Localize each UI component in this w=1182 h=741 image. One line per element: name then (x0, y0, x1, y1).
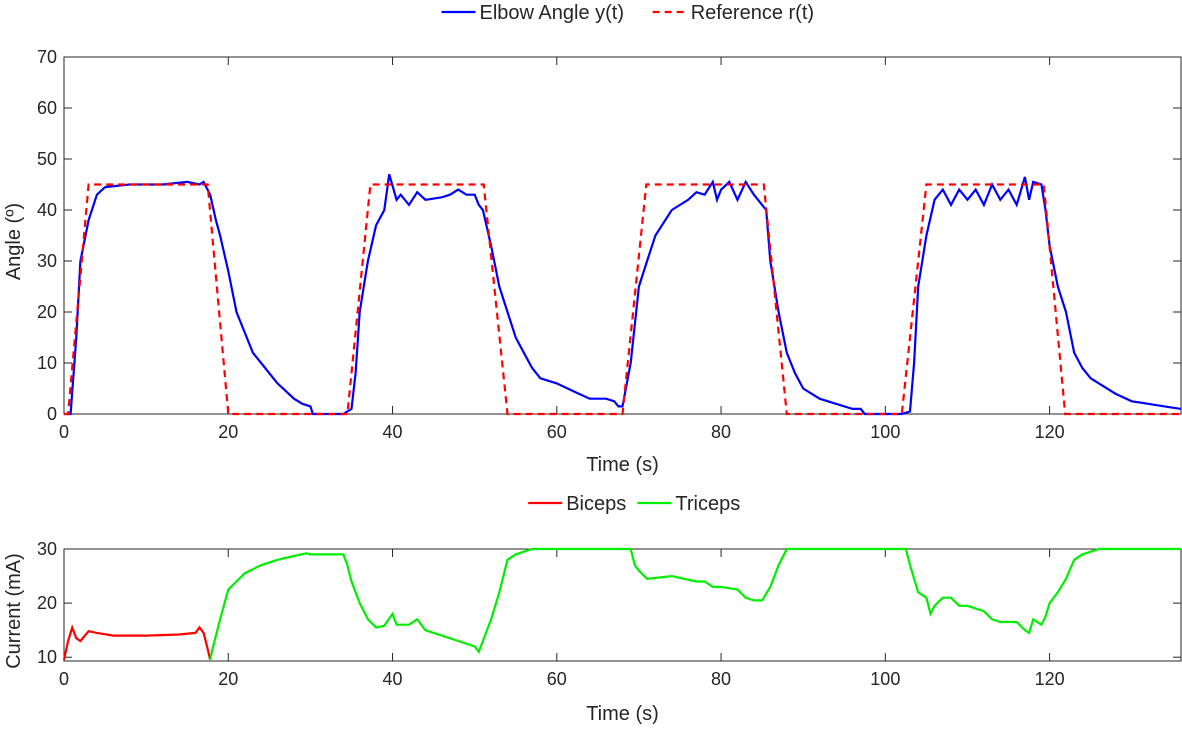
x-tick-label: 120 (1035, 669, 1065, 689)
y-tick-label: 30 (37, 251, 57, 271)
data-line (209, 547, 1181, 661)
x-tick-label: 100 (870, 422, 900, 442)
legend-label: Reference r(t) (691, 2, 814, 24)
y-tick-label: 10 (37, 647, 57, 667)
x-tick-label: 20 (218, 669, 238, 689)
x-tick-label: 60 (547, 422, 567, 442)
x-tick-label: 40 (383, 669, 403, 689)
x-tick-label: 60 (547, 669, 567, 689)
y-tick-label: 30 (37, 539, 57, 559)
x-tick-label: 40 (383, 422, 403, 442)
x-tick-label: 80 (711, 422, 731, 442)
x-tick-label: 80 (711, 669, 731, 689)
y-tick-label: 70 (37, 47, 57, 67)
y-tick-label: 20 (37, 593, 57, 613)
y-tick-label: 10 (37, 353, 57, 373)
data-line (64, 173, 1182, 416)
legend-label: Elbow Angle y(t) (480, 2, 625, 24)
x-axis-label: Time (s) (586, 454, 659, 476)
plot-area (63, 548, 1182, 662)
y-tick-label: 0 (47, 404, 57, 424)
legend-label: Biceps (566, 493, 626, 515)
data-line (62, 624, 212, 661)
y-axis-label: Angle (º) (3, 203, 25, 280)
x-tick-label: 20 (218, 422, 238, 442)
x-tick-label: 100 (870, 669, 900, 689)
y-tick-label: 50 (37, 149, 57, 169)
x-tick-label: 0 (59, 669, 69, 689)
y-axis-label: Current (mA) (3, 553, 25, 669)
plot-area (63, 56, 1182, 415)
x-tick-label: 120 (1035, 422, 1065, 442)
data-line (64, 183, 1181, 416)
x-axis-label: Time (s) (586, 703, 659, 725)
y-tick-label: 20 (37, 302, 57, 322)
y-tick-label: 60 (37, 98, 57, 118)
x-tick-label: 0 (59, 422, 69, 442)
legend-label: Triceps (675, 493, 740, 515)
y-tick-label: 40 (37, 200, 57, 220)
